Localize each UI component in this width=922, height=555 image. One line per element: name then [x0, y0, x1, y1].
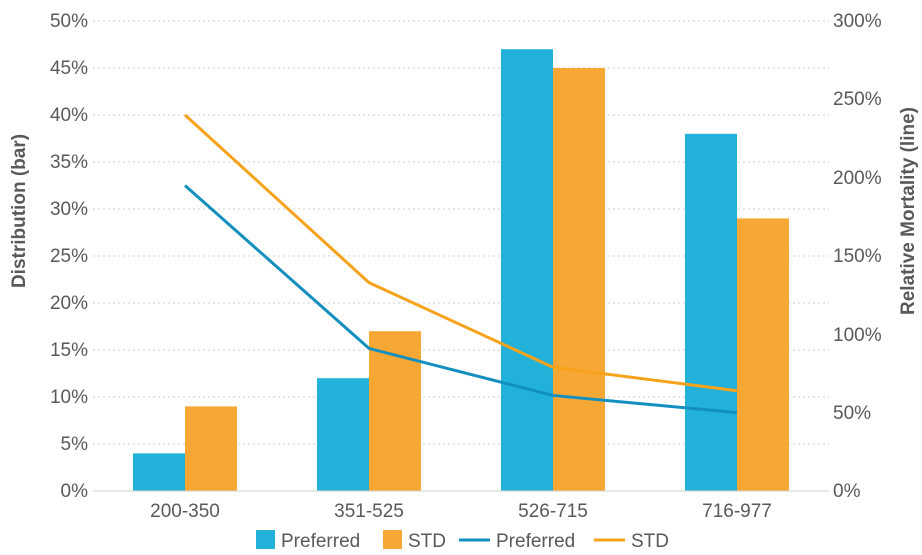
left-tick-label: 50%	[50, 11, 88, 32]
left-tick-label: 35%	[50, 152, 88, 173]
bar-preferred-526-715	[501, 49, 553, 491]
x-axis-ticks: 200-350 351-525 526-715 716-977	[150, 501, 772, 522]
bar-std-526-715	[553, 68, 605, 491]
right-tick-label: 50%	[833, 403, 871, 424]
x-tick-label: 526-715	[518, 501, 588, 522]
legend-label-std-bar: STD	[408, 531, 446, 552]
right-tick-label: 150%	[833, 246, 882, 267]
right-tick-label: 200%	[833, 168, 882, 189]
x-tick-label: 351-525	[334, 501, 404, 522]
left-tick-label: 5%	[61, 434, 89, 455]
left-tick-label: 0%	[61, 481, 89, 502]
bar-preferred-716-977	[685, 133, 737, 492]
right-tick-label: 300%	[833, 11, 882, 32]
legend-swatch-preferred-bar	[256, 530, 275, 549]
bar-std-200-350	[185, 406, 237, 491]
left-tick-label: 45%	[50, 58, 88, 79]
x-tick-label: 716-977	[702, 501, 772, 522]
left-tick-label: 40%	[50, 105, 88, 126]
x-tick-label: 200-350	[150, 501, 220, 522]
line-std	[183, 113, 738, 393]
legend-label-std-line: STD	[631, 531, 669, 552]
right-tick-label: 100%	[833, 325, 882, 346]
bar-std-716-977	[737, 218, 789, 491]
left-tick-label: 25%	[50, 246, 88, 267]
legend-label-preferred-line: Preferred	[496, 531, 575, 552]
left-tick-label: 20%	[50, 293, 88, 314]
right-axis-title: Relative Mortality (line)	[898, 107, 919, 315]
right-tick-label: 0%	[833, 481, 861, 502]
legend: Preferred STD Preferred STD	[256, 530, 669, 552]
line-preferred	[184, 184, 738, 415]
left-tick-label: 10%	[50, 387, 88, 408]
left-axis-ticks: 0% 5% 10% 15% 20% 25% 30% 35% 40% 45% 50…	[50, 11, 88, 502]
lines	[183, 113, 738, 415]
right-axis-ticks: 0% 50% 100% 150% 200% 250% 300%	[833, 11, 882, 502]
right-tick-label: 250%	[833, 89, 882, 110]
legend-swatch-std-bar	[383, 530, 402, 549]
left-tick-label: 15%	[50, 340, 88, 361]
bar-preferred-351-525	[317, 378, 369, 491]
legend-label-preferred-bar: Preferred	[281, 531, 360, 552]
bars	[133, 49, 789, 492]
bar-preferred-200-350	[133, 453, 185, 491]
left-tick-label: 30%	[50, 199, 88, 220]
left-axis-title: Distribution (bar)	[9, 134, 30, 288]
bar-std-351-525	[369, 331, 421, 491]
